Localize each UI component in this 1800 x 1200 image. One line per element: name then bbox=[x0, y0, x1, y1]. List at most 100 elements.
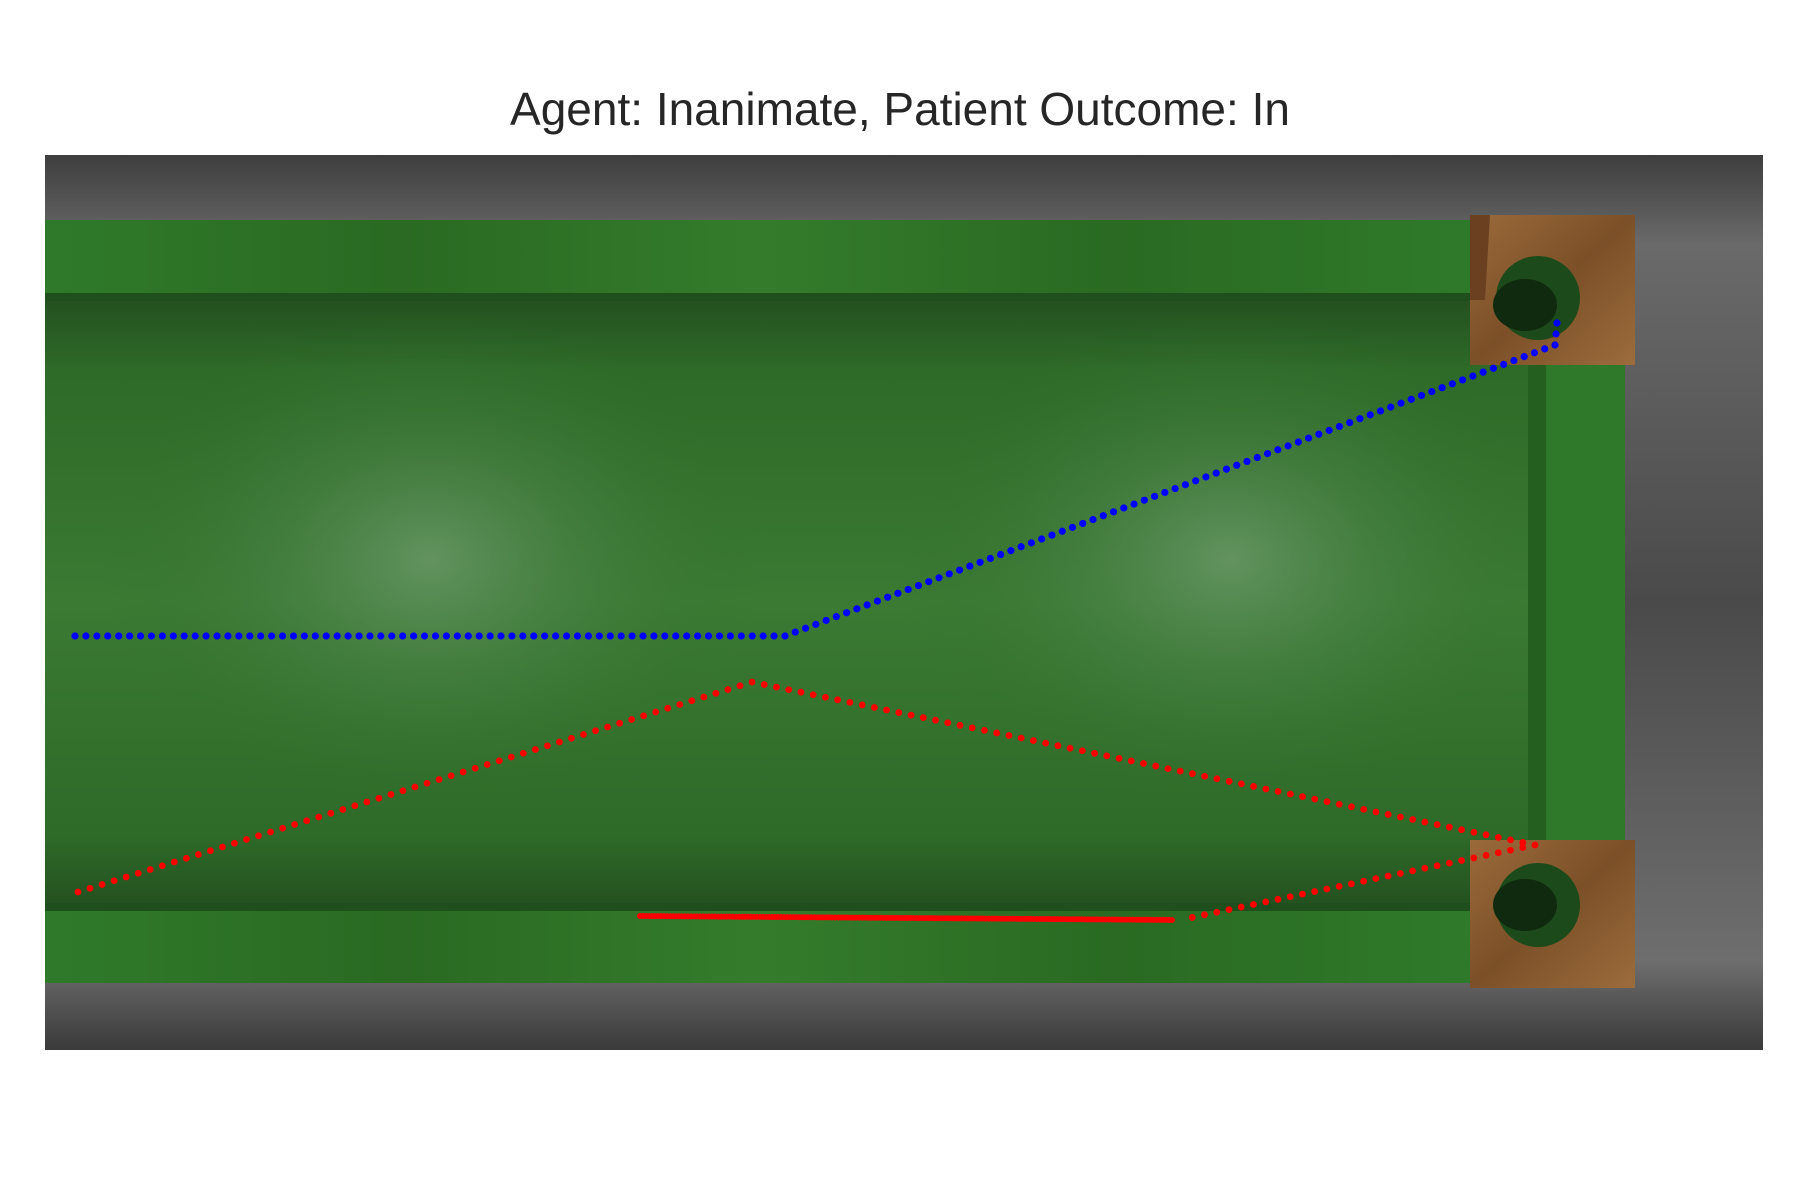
trajectory-dot bbox=[1213, 908, 1221, 916]
trajectory-dot bbox=[74, 888, 82, 896]
trajectory-dot bbox=[471, 764, 479, 772]
trajectory-dot bbox=[791, 628, 799, 636]
trajectory-dot bbox=[420, 632, 429, 640]
trajectory-dot bbox=[870, 704, 878, 711]
trajectory-dot bbox=[925, 578, 933, 586]
trajectory-dot bbox=[797, 688, 805, 696]
bottom-cushion-edge bbox=[45, 903, 1470, 911]
trajectory-dot bbox=[1029, 737, 1037, 744]
trajectory-dot bbox=[1250, 901, 1257, 908]
trajectory-dot bbox=[652, 708, 660, 716]
trajectory-dot bbox=[147, 632, 156, 640]
trajectory-dot bbox=[1038, 535, 1046, 543]
trajectory-dot bbox=[907, 711, 915, 719]
trajectory-dot bbox=[968, 724, 976, 732]
pocket-bottom-right bbox=[1470, 840, 1635, 988]
trajectory-dot bbox=[552, 632, 560, 640]
trajectory-dot bbox=[136, 632, 145, 640]
trajectory-dot bbox=[453, 632, 461, 640]
trajectory-dot bbox=[895, 709, 903, 716]
trajectory-dot bbox=[180, 632, 188, 640]
trajectory-dot bbox=[1005, 732, 1013, 739]
trajectory-dot bbox=[700, 693, 708, 701]
trajectory-dot bbox=[146, 866, 154, 873]
trajectory-dot bbox=[411, 783, 419, 791]
trajectory-dot bbox=[1311, 795, 1319, 803]
trajectory-dot bbox=[556, 738, 563, 746]
trajectory-dot bbox=[1225, 777, 1233, 785]
trajectory-dot bbox=[1099, 512, 1107, 520]
trajectory-dot bbox=[1438, 384, 1446, 392]
trajectory-dot bbox=[1089, 516, 1097, 524]
trajectory-dot bbox=[327, 809, 335, 817]
trajectory-dot bbox=[93, 632, 101, 640]
trajectory-dot bbox=[748, 632, 756, 640]
trajectory-dot bbox=[1140, 760, 1147, 767]
trajectory-dot bbox=[1445, 859, 1453, 867]
trajectory-dot bbox=[1335, 882, 1343, 890]
trajectory-dot bbox=[1127, 757, 1135, 765]
trajectory-dot bbox=[495, 757, 503, 765]
trajectory-dot bbox=[541, 632, 549, 640]
trajectory-dot bbox=[1188, 914, 1196, 921]
trajectory-dot bbox=[543, 742, 551, 750]
trajectory-dot bbox=[770, 632, 778, 640]
trajectory-dot bbox=[191, 632, 199, 640]
trajectory-dot bbox=[617, 632, 625, 640]
trajectory-dot bbox=[1007, 547, 1015, 555]
trajectory-dot bbox=[1225, 906, 1233, 914]
trajectory-dot bbox=[955, 566, 964, 574]
agent-trajectory bbox=[71, 319, 1561, 640]
trajectory-dot bbox=[1161, 488, 1169, 497]
trajectory-dot bbox=[1284, 442, 1292, 450]
trajectory-dot bbox=[639, 632, 647, 640]
trajectory-dot bbox=[388, 632, 396, 640]
trajectory-dot bbox=[748, 678, 756, 686]
trajectory-dot bbox=[486, 632, 494, 640]
page-title: Agent: Inanimate, Patient Outcome: In bbox=[510, 83, 1290, 135]
trajectory-dot bbox=[1409, 867, 1416, 875]
trajectory-dot bbox=[1274, 446, 1282, 454]
trajectory-dot bbox=[945, 570, 953, 578]
trajectory-dot bbox=[1428, 387, 1436, 396]
trajectory-dot bbox=[1120, 504, 1128, 512]
trajectory-dot bbox=[1201, 911, 1208, 919]
trajectory-dot bbox=[801, 624, 810, 632]
patient-pocketed-trajectory bbox=[637, 913, 1175, 923]
trajectory-dot bbox=[459, 768, 467, 776]
trajectory-dot bbox=[628, 632, 636, 640]
trajectory-dot bbox=[1091, 749, 1098, 757]
trajectory-dot bbox=[694, 632, 702, 640]
trajectory-dot bbox=[82, 632, 90, 640]
trajectory-dot bbox=[1078, 747, 1086, 755]
trajectory-dot bbox=[1519, 844, 1527, 851]
trajectory-dot bbox=[363, 798, 371, 806]
trajectory-dot bbox=[1286, 790, 1294, 798]
trajectory-dot bbox=[914, 581, 923, 590]
pocket-top-right bbox=[1470, 215, 1635, 365]
trajectory-dot bbox=[1202, 473, 1210, 481]
trajectory-dot bbox=[1237, 780, 1245, 788]
trajectory-dot bbox=[843, 609, 851, 617]
trajectory-dot bbox=[1192, 477, 1200, 485]
trajectory-dot bbox=[1305, 434, 1313, 442]
trajectory-dot bbox=[1421, 864, 1429, 872]
trajectory-dot bbox=[519, 749, 527, 757]
trajectory-dot bbox=[1347, 880, 1355, 888]
trajectory-dot bbox=[267, 828, 274, 836]
trajectory-dot bbox=[1552, 330, 1560, 338]
trajectory-dot bbox=[1396, 870, 1404, 877]
trajectory-dot bbox=[966, 562, 974, 570]
trajectory-dot bbox=[315, 813, 323, 821]
trajectory-dot bbox=[1494, 849, 1502, 857]
trajectory-dot bbox=[1066, 744, 1074, 752]
trajectory-dot bbox=[366, 632, 374, 640]
trajectory-dot bbox=[736, 682, 744, 690]
trajectory-dot bbox=[726, 632, 734, 640]
trajectory-dot bbox=[1048, 531, 1056, 539]
trajectory-dot bbox=[1189, 770, 1196, 778]
trajectory-dot bbox=[508, 632, 516, 640]
trajectory-dot bbox=[1384, 811, 1392, 818]
trajectory-dot bbox=[1445, 823, 1453, 831]
trajectory-dot bbox=[580, 731, 587, 738]
